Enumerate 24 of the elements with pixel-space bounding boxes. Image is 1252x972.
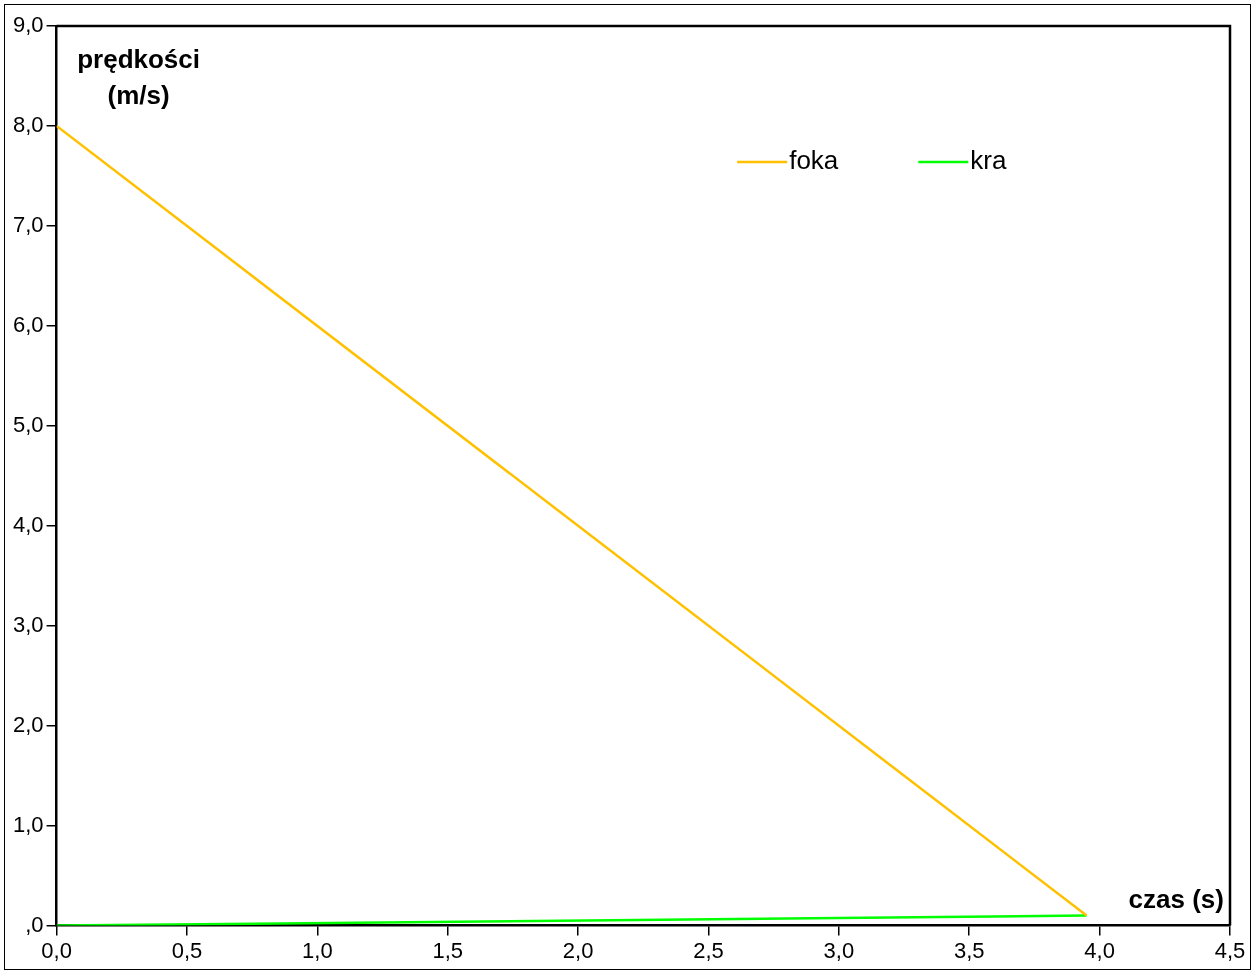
legend-label: foka: [789, 145, 839, 176]
x-tick-label: 0,0: [41, 937, 72, 963]
x-tick-label: 0,5: [171, 937, 203, 963]
x-tick-label: 3,5: [953, 937, 985, 963]
x-tick-label: 4,5: [1214, 937, 1246, 963]
y-tick-label: 1,0: [12, 811, 44, 837]
y-tick-label: 4,0: [12, 511, 44, 537]
y-axis-title: prędkości (m/s): [77, 44, 200, 110]
y-tick-label: 3,0: [12, 611, 44, 637]
x-tick-label: 1,5: [432, 937, 464, 963]
x-tick-label: 2,0: [562, 937, 594, 963]
y-tick-label: 8,0: [12, 112, 44, 138]
x-tick-label: 1,0: [302, 937, 333, 963]
x-tick-label: 2,5: [693, 937, 724, 963]
x-tick-label: 4,0: [1084, 937, 1115, 963]
y-tick-label: 7,0: [12, 211, 44, 237]
y-tick-label: 9,0: [12, 12, 44, 38]
legend-label: kra: [970, 145, 1007, 176]
x-tick-label: 3,0: [823, 937, 855, 963]
y-tick-label: 2,0: [12, 711, 44, 737]
y-tick-label: ,0: [25, 911, 44, 937]
y-tick-label: 5,0: [12, 411, 44, 437]
x-axis-title: czas (s): [1128, 883, 1224, 914]
y-tick-label: 6,0: [12, 311, 44, 337]
